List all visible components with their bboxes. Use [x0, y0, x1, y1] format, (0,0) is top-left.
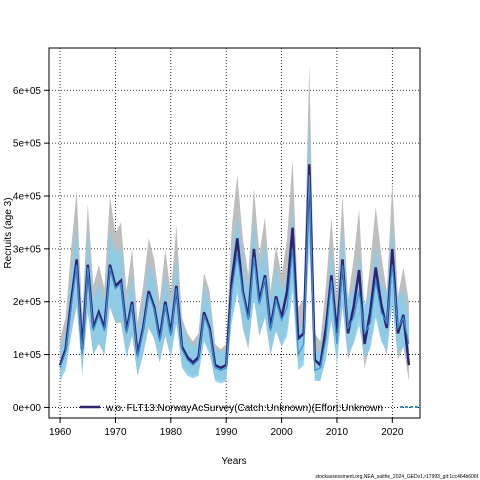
series-lines	[58, 164, 411, 372]
x-axis-title: Years	[221, 456, 246, 467]
x-axis: 1960 1970 1980 1990 2000 2010 2020	[49, 418, 404, 438]
plot-frame	[48, 47, 421, 419]
y-axis: 0e+00 1e+05 2e+05 3e+05 4e+05 5e+05 6e+05	[13, 86, 49, 414]
x-tick-label: 1990	[215, 427, 238, 438]
alt-confidence-band	[60, 111, 409, 384]
footer-text: stockassessment.org,NEA_saithe_2024_GEDv…	[315, 474, 478, 480]
x-tick-label: 2000	[270, 427, 293, 438]
y-tick-label: 3e+05	[13, 244, 42, 255]
base-series-line	[58, 164, 411, 370]
y-tick-label: 5e+05	[13, 139, 42, 150]
confidence-bands	[60, 63, 409, 384]
y-tick-label: 6e+05	[13, 86, 42, 97]
y-tick-label: 1e+05	[13, 350, 42, 361]
legend: w.o. FLT13:NorwayAcSurvey(Catch:Unknown)…	[80, 403, 420, 414]
y-axis-title: Recruits (age 3)	[3, 197, 14, 268]
y-tick-label: 2e+05	[13, 297, 42, 308]
alt-series-line	[59, 174, 410, 372]
x-tick-label: 1980	[160, 427, 183, 438]
x-tick-label: 2010	[326, 427, 349, 438]
x-tick-label: 1960	[49, 427, 72, 438]
y-tick-label: 0e+00	[13, 403, 42, 414]
legend-label: w.o. FLT13:NorwayAcSurvey(Catch:Unknown)…	[105, 403, 383, 414]
y-tick-label: 4e+05	[13, 192, 42, 203]
x-tick-label: 1970	[104, 427, 127, 438]
x-tick-label: 2020	[381, 427, 404, 438]
